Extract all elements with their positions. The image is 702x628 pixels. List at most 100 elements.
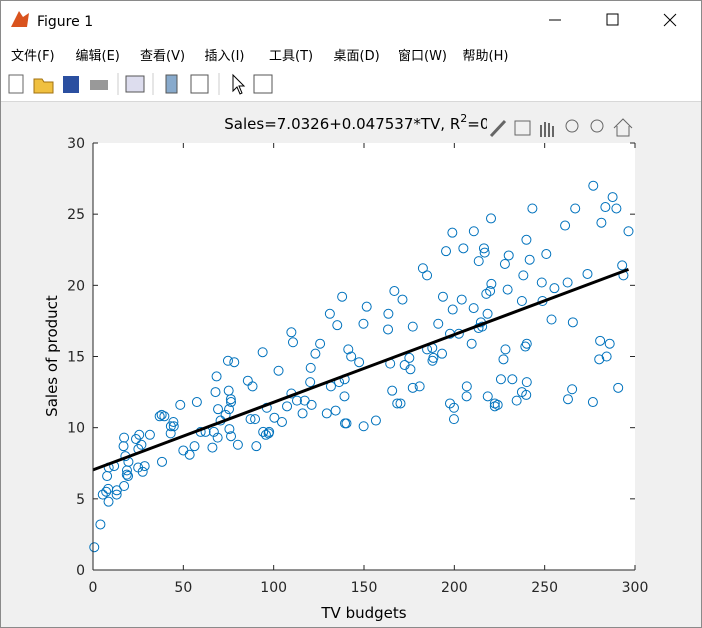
close-button[interactable] [663,13,677,27]
scatter-point [479,247,490,258]
data-tip-icon[interactable] [514,120,531,136]
scatter-point [486,278,497,289]
x-axis-label: TV budgets [320,604,406,622]
scatter-point [562,394,573,405]
x-tick-label: 50 [174,580,192,596]
y-tick-label: 5 [76,492,85,508]
scatter-point [549,283,560,294]
title-main: Sales=7.0326+0.047537*TV, R [224,115,460,133]
scatter-point [260,429,271,440]
scatter-point [286,327,297,338]
menu-item[interactable]: 文件(F) [11,49,55,64]
title-superscript: 2 [460,112,467,125]
scatter-point [103,483,114,494]
scatter-point [134,429,145,440]
scatter-point [229,357,240,368]
menu-item[interactable]: 查看(V) [140,49,186,64]
scatter-point [144,429,155,440]
zoom-out-icon[interactable] [590,119,604,133]
scatter-point [511,395,522,406]
scatter-point [536,277,547,288]
scatter-point [251,441,262,452]
scatter-point [495,374,506,385]
scatter-point [392,398,403,409]
scatter-point [211,371,222,382]
scatter-point [159,411,170,422]
y-axis-label: Sales of product [43,295,61,417]
brush-icon[interactable] [489,119,507,138]
menu-item[interactable]: 插入(I) [204,49,245,64]
y-tick-label: 10 [67,421,85,437]
scatter-point [570,203,581,214]
scatter-point [395,398,406,409]
menu-item[interactable]: 窗口(W) [398,49,447,64]
scatter-point [521,389,532,400]
pointer-icon[interactable] [232,73,246,95]
scatter-point [222,355,233,366]
menu-item[interactable]: 帮助(H) [462,49,509,64]
legend-icon[interactable] [190,74,209,94]
scatter-point [482,308,493,319]
scatter-point [524,254,535,265]
toolbar [1,67,701,102]
scatter-point [613,382,624,393]
scatter-point [358,318,369,329]
scatter-point [588,180,599,191]
scatter-point [258,426,269,437]
menu-item[interactable]: 工具(T) [269,49,314,64]
scatter-point [207,442,218,453]
toolbar-icons [8,73,273,95]
scatter-point [305,362,316,373]
menu-item[interactable]: 编辑(E) [75,49,120,64]
scatter-point [520,341,531,352]
menu-item[interactable]: 桌面(D) [333,49,380,64]
scatter-point [136,439,147,450]
scatter-point [433,318,444,329]
scatter-point [178,445,189,456]
property-icon[interactable] [253,74,273,94]
scatter-point [478,243,489,254]
pan-icon[interactable] [540,122,554,137]
scatter-point [118,441,129,452]
scatter-point [340,418,351,429]
scatter-point [502,284,513,295]
scatter-point [224,424,235,435]
scatter-point [154,411,165,422]
scatter-point [458,243,469,254]
scatter-point [111,489,122,500]
scatter-point [299,395,310,406]
maximize-button[interactable] [606,13,619,26]
scatter-point [461,381,472,392]
save-icon[interactable] [63,76,79,93]
scatter-point [224,404,235,415]
scatter-point [297,408,308,419]
scatter-point [287,337,298,348]
scatter-point [332,320,343,331]
scatter-point [521,234,532,245]
scatter-point [276,416,287,427]
print-icon[interactable] [90,80,108,90]
scatter-point [486,213,497,224]
scatter-point [468,303,479,314]
open-icon[interactable] [33,78,54,94]
scatter-point [489,401,500,412]
link-icon[interactable] [125,75,145,93]
scatter-point [269,412,280,423]
new-icon[interactable] [8,74,24,94]
scatter-point [560,220,571,231]
scatter-point [212,432,223,443]
scatter-point [242,375,253,386]
scatter-point [139,461,150,472]
menu-bar: 文件(F) 编辑(E) 查看(V) 插入(I) 工具(T) 桌面(D) 窗口(W) 帮助(H) [1,39,701,67]
scatter-point [191,397,202,408]
scatter-point [444,398,455,409]
scatter-point [291,395,302,406]
scatter-point [354,357,365,368]
y-tick-label: 20 [67,278,85,294]
scatter-point [226,431,237,442]
home-icon[interactable] [613,118,633,137]
colorbar-icon[interactable] [165,74,178,94]
zoom-in-icon[interactable] [565,119,579,133]
fit-line [92,267,630,472]
scatter-point [305,377,316,388]
